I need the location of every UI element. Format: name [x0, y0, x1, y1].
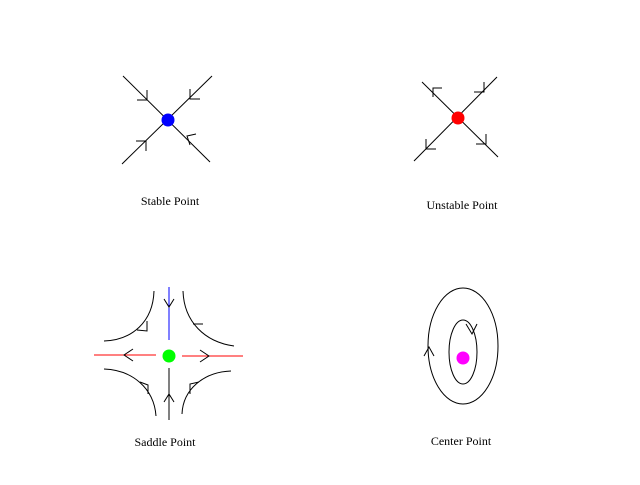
- unstable-arrow-se: [476, 134, 487, 145]
- stable-arrow-se: [186, 133, 197, 146]
- center-outer-orbit-arrow: [423, 345, 435, 357]
- saddle-point-label: Saddle Point: [134, 435, 196, 449]
- saddle-trajectory-lower-left: [103, 368, 157, 417]
- center-point-label: Center Point: [430, 434, 492, 448]
- saddle-trajectory-upper-right: [182, 290, 235, 347]
- unstable-equilibrium-dot: [451, 111, 465, 125]
- stable-point-panel: [121, 75, 213, 165]
- saddle-curve-arrow-lr: [189, 381, 200, 394]
- center-orbit-inner: [448, 319, 478, 385]
- center-orbit-outer: [427, 287, 499, 405]
- stable-arrow-ne: [189, 89, 200, 100]
- saddle-trajectory-upper-left: [103, 290, 155, 342]
- center-inner-orbit-arrow: [465, 323, 478, 336]
- stable-arrow-nw: [137, 90, 148, 101]
- saddle-point-panel: [94, 287, 243, 420]
- saddle-arrow-up: [163, 393, 175, 403]
- unstable-point-label: Unstable Point: [426, 198, 498, 212]
- unstable-arrow-nw: [432, 87, 442, 97]
- stable-equilibrium-dot: [161, 113, 175, 127]
- saddle-arrow-right: [199, 349, 210, 363]
- saddle-trajectory-lower-right: [181, 370, 232, 415]
- saddle-arrow-left: [123, 348, 134, 362]
- stable-point-label: Stable Point: [140, 194, 200, 208]
- stable-arrow-sw: [136, 140, 147, 151]
- saddle-equilibrium-dot: [162, 349, 176, 363]
- center-point-panel: [423, 287, 499, 405]
- unstable-arrow-ne: [474, 82, 485, 93]
- center-equilibrium-dot: [456, 351, 470, 365]
- saddle-curve-arrow-ul: [136, 321, 148, 332]
- unstable-arrow-sw: [425, 139, 436, 150]
- unstable-point-panel: [413, 76, 499, 162]
- saddle-arrow-down: [163, 298, 175, 308]
- saddle-curve-arrow-ll: [139, 381, 149, 394]
